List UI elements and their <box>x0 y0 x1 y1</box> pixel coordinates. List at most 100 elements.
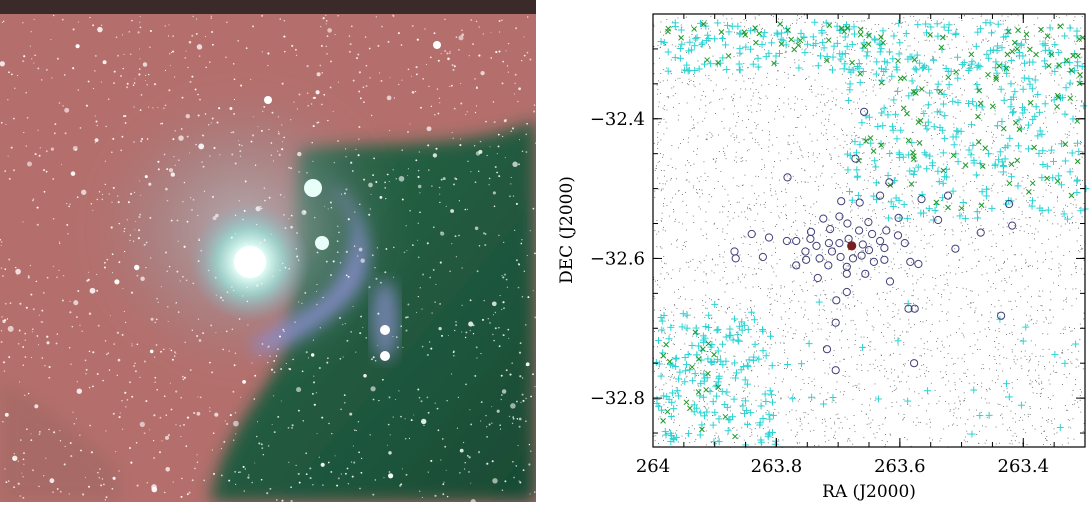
field-dot <box>900 264 902 266</box>
field-dot <box>778 412 780 414</box>
field-dot <box>1064 223 1066 225</box>
field-dot <box>1079 323 1081 325</box>
field-dot <box>871 69 873 71</box>
field-dot <box>1071 330 1073 332</box>
star <box>459 472 461 474</box>
field-dot <box>926 215 928 217</box>
field-dot <box>749 38 751 39</box>
star <box>30 293 33 296</box>
field-dot <box>851 209 853 211</box>
star <box>388 471 391 473</box>
field-dot <box>1013 76 1015 78</box>
star <box>273 431 276 434</box>
field-dot <box>891 372 893 374</box>
field-dot <box>986 335 987 337</box>
field-dot <box>706 134 708 136</box>
field-dot <box>903 76 905 78</box>
field-dot <box>959 401 961 403</box>
star <box>283 20 286 22</box>
field-dot <box>776 224 778 225</box>
field-dot <box>996 337 998 338</box>
star <box>145 266 147 269</box>
field-dot <box>700 208 701 210</box>
field-dot <box>964 354 966 356</box>
field-dot <box>783 102 785 104</box>
star <box>460 102 463 105</box>
field-dot <box>923 105 925 107</box>
field-dot <box>1052 46 1054 47</box>
star <box>283 214 285 216</box>
star <box>244 180 247 183</box>
field-dot <box>820 175 822 177</box>
field-dot <box>869 404 871 406</box>
field-dot <box>859 98 860 100</box>
field-dot <box>835 187 836 189</box>
field-dot <box>930 20 932 21</box>
field-dot <box>982 425 983 427</box>
field-dot <box>923 364 924 366</box>
field-dot <box>895 90 897 92</box>
star <box>404 437 407 440</box>
star <box>355 57 359 60</box>
field-dot <box>1026 301 1028 303</box>
star <box>139 26 142 29</box>
field-dot <box>748 110 750 112</box>
field-dot <box>1045 38 1047 40</box>
field-dot <box>719 256 721 258</box>
star <box>85 104 88 107</box>
field-dot <box>874 400 876 402</box>
star <box>38 485 40 488</box>
star <box>498 20 501 22</box>
field-dot <box>980 111 982 113</box>
field-dot <box>893 263 895 265</box>
field-dot <box>913 289 914 291</box>
field-dot <box>963 336 965 338</box>
star <box>209 361 211 364</box>
star <box>279 18 281 20</box>
star <box>255 206 261 212</box>
field-dot <box>1068 135 1070 136</box>
field-dot <box>850 143 851 144</box>
field-dot <box>787 98 789 100</box>
field-dot <box>866 188 868 189</box>
field-dot <box>1057 26 1059 28</box>
field-dot <box>1077 154 1079 156</box>
field-dot <box>668 96 670 98</box>
field-dot <box>1001 70 1003 72</box>
star <box>513 476 515 479</box>
field-dot <box>828 114 830 116</box>
field-dot <box>751 431 753 433</box>
star <box>2 361 6 364</box>
field-dot <box>824 254 826 255</box>
star <box>267 361 269 364</box>
field-dot <box>819 153 820 155</box>
field-dot <box>1043 321 1045 323</box>
field-dot <box>780 285 782 287</box>
field-dot <box>812 65 814 67</box>
field-dot <box>962 225 963 227</box>
field-dot <box>995 443 997 445</box>
field-dot <box>937 153 939 155</box>
field-dot <box>926 366 928 368</box>
field-dot <box>759 46 761 47</box>
field-dot <box>1005 60 1007 62</box>
star <box>131 343 133 345</box>
field-dot <box>835 104 837 106</box>
star <box>254 164 257 166</box>
field-dot <box>688 84 690 86</box>
field-dot <box>982 229 983 231</box>
star <box>196 335 199 337</box>
field-dot <box>664 175 665 177</box>
star <box>13 453 15 455</box>
field-dot <box>946 254 948 256</box>
field-dot <box>789 178 791 180</box>
field-dot <box>988 97 989 99</box>
field-dot <box>693 119 694 121</box>
field-dot <box>1060 264 1062 266</box>
field-dot <box>1080 249 1082 250</box>
scatter-chart-svg: 264 263.8 263.6 263.4−32.4−32.6−32.8 RA (J2… <box>557 13 1090 502</box>
field-dot <box>887 327 889 328</box>
star <box>145 79 147 82</box>
field-dot <box>885 444 886 446</box>
star <box>510 403 516 409</box>
